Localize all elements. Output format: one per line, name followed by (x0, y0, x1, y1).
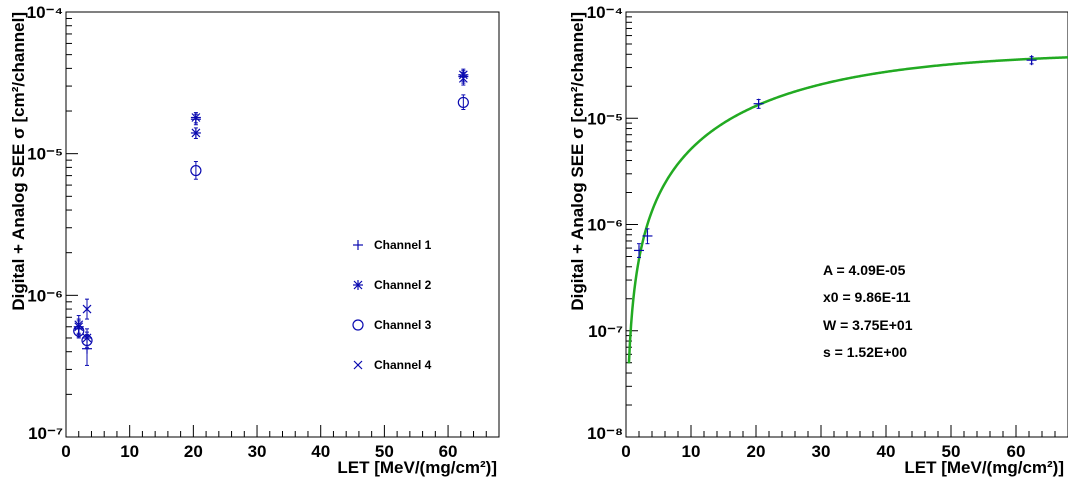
channel-3-point (457, 96, 469, 109)
legend-marker-channel-2 (353, 280, 363, 290)
y-tick-label: 10⁻⁵ (27, 145, 63, 164)
channel-3-point (81, 334, 93, 347)
legend-label-channel-1: Channel 1 (374, 238, 432, 252)
y-tick-label: 10⁻⁸ (587, 424, 623, 443)
left-y-axis-title: Digital + Analog SEE σ [cm²/channel] (9, 12, 28, 311)
y-tick-label: 10⁻⁴ (587, 3, 623, 22)
y-tick-label: 10⁻⁷ (588, 322, 623, 341)
legend-label-channel-3: Channel 3 (374, 318, 432, 332)
x-tick-label: 20 (747, 442, 766, 461)
legend-label-channel-2: Channel 2 (374, 278, 432, 292)
fit-parameters: A = 4.09E-05 x0 = 9.86E-11 W = 3.75E+01 … (823, 262, 913, 360)
channel-4-point (74, 320, 84, 330)
y-tick-label: 10⁻⁴ (27, 3, 63, 22)
y-tick-label: 10⁻⁵ (587, 109, 623, 128)
right-y-axis-title: Digital + Analog SEE σ [cm²/channel] (568, 12, 587, 311)
legend-marker-channel-4 (353, 360, 363, 370)
x-tick-label: 20 (184, 442, 203, 461)
y-tick-label: 10⁻⁶ (27, 286, 63, 305)
legend-label-channel-4: Channel 4 (374, 358, 432, 372)
x-tick-label: 0 (61, 442, 70, 461)
fit-param-x0: x0 = 9.86E-11 (823, 289, 911, 305)
right-data-point (753, 98, 764, 109)
x-tick-label: 10 (120, 442, 139, 461)
right-data-point (634, 245, 644, 256)
left-x-tick-labels: 0 10 20 30 40 50 60 (61, 442, 457, 461)
legend-marker-channel-3 (352, 319, 364, 331)
right-x-axis-title: LET [MeV/(mg/cm²)] (904, 458, 1064, 477)
fit-param-s: s = 1.52E+00 (823, 344, 907, 360)
x-tick-label: 50 (375, 442, 394, 461)
right-fit-curve (627, 56, 1068, 364)
left-axis-ticks (65, 17, 500, 438)
x-tick-label: 30 (248, 442, 267, 461)
right-data-point (642, 230, 653, 241)
y-tick-label: 10⁻⁶ (587, 216, 623, 235)
x-tick-label: 0 (621, 442, 630, 461)
left-plot-frame (65, 11, 500, 438)
x-tick-label: 40 (877, 442, 896, 461)
x-tick-label: 60 (439, 442, 458, 461)
right-data-point (1026, 55, 1037, 66)
right-chart: 0 10 20 30 40 50 60 10⁻⁸ 10⁻⁷ 10⁻⁶ 10⁻⁵ 10⁻⁴ LET [… (568, 3, 1068, 477)
left-data-marks (73, 68, 469, 366)
channel-4-point (82, 304, 92, 314)
left-legend: Channel 1 Channel 2 Channel 3 Channel 4 (352, 238, 432, 372)
legend-marker-channel-1 (353, 240, 363, 250)
right-axis-ticks (625, 16, 1068, 438)
channel-2-point (190, 112, 201, 123)
left-x-axis-title: LET [MeV/(mg/cm²)] (337, 458, 497, 477)
left-chart: 0 10 20 30 40 50 60 10⁻⁷ 10⁻⁶ 10⁻⁵ 10⁻⁴ LET [MeV/… (9, 3, 500, 477)
right-data-marks (634, 55, 1037, 258)
left-y-tick-labels: 10⁻⁷ 10⁻⁶ 10⁻⁵ 10⁻⁴ (27, 3, 63, 443)
x-tick-label: 30 (812, 442, 831, 461)
channel-2-point (190, 127, 201, 138)
right-x-tick-labels: 0 10 20 30 40 50 60 (621, 442, 1025, 461)
y-tick-label: 10⁻⁷ (28, 424, 63, 443)
x-tick-label: 60 (1007, 442, 1026, 461)
x-tick-label: 10 (682, 442, 701, 461)
x-tick-label: 40 (311, 442, 330, 461)
channel-4-point (458, 73, 468, 83)
right-plot-frame (625, 11, 1068, 438)
x-tick-label: 50 (942, 442, 961, 461)
fit-param-a: A = 4.09E-05 (823, 262, 906, 278)
right-y-tick-labels: 10⁻⁸ 10⁻⁷ 10⁻⁶ 10⁻⁵ 10⁻⁴ (587, 3, 623, 443)
fit-param-w: W = 3.75E+01 (823, 317, 913, 333)
channel-3-point (190, 164, 202, 177)
